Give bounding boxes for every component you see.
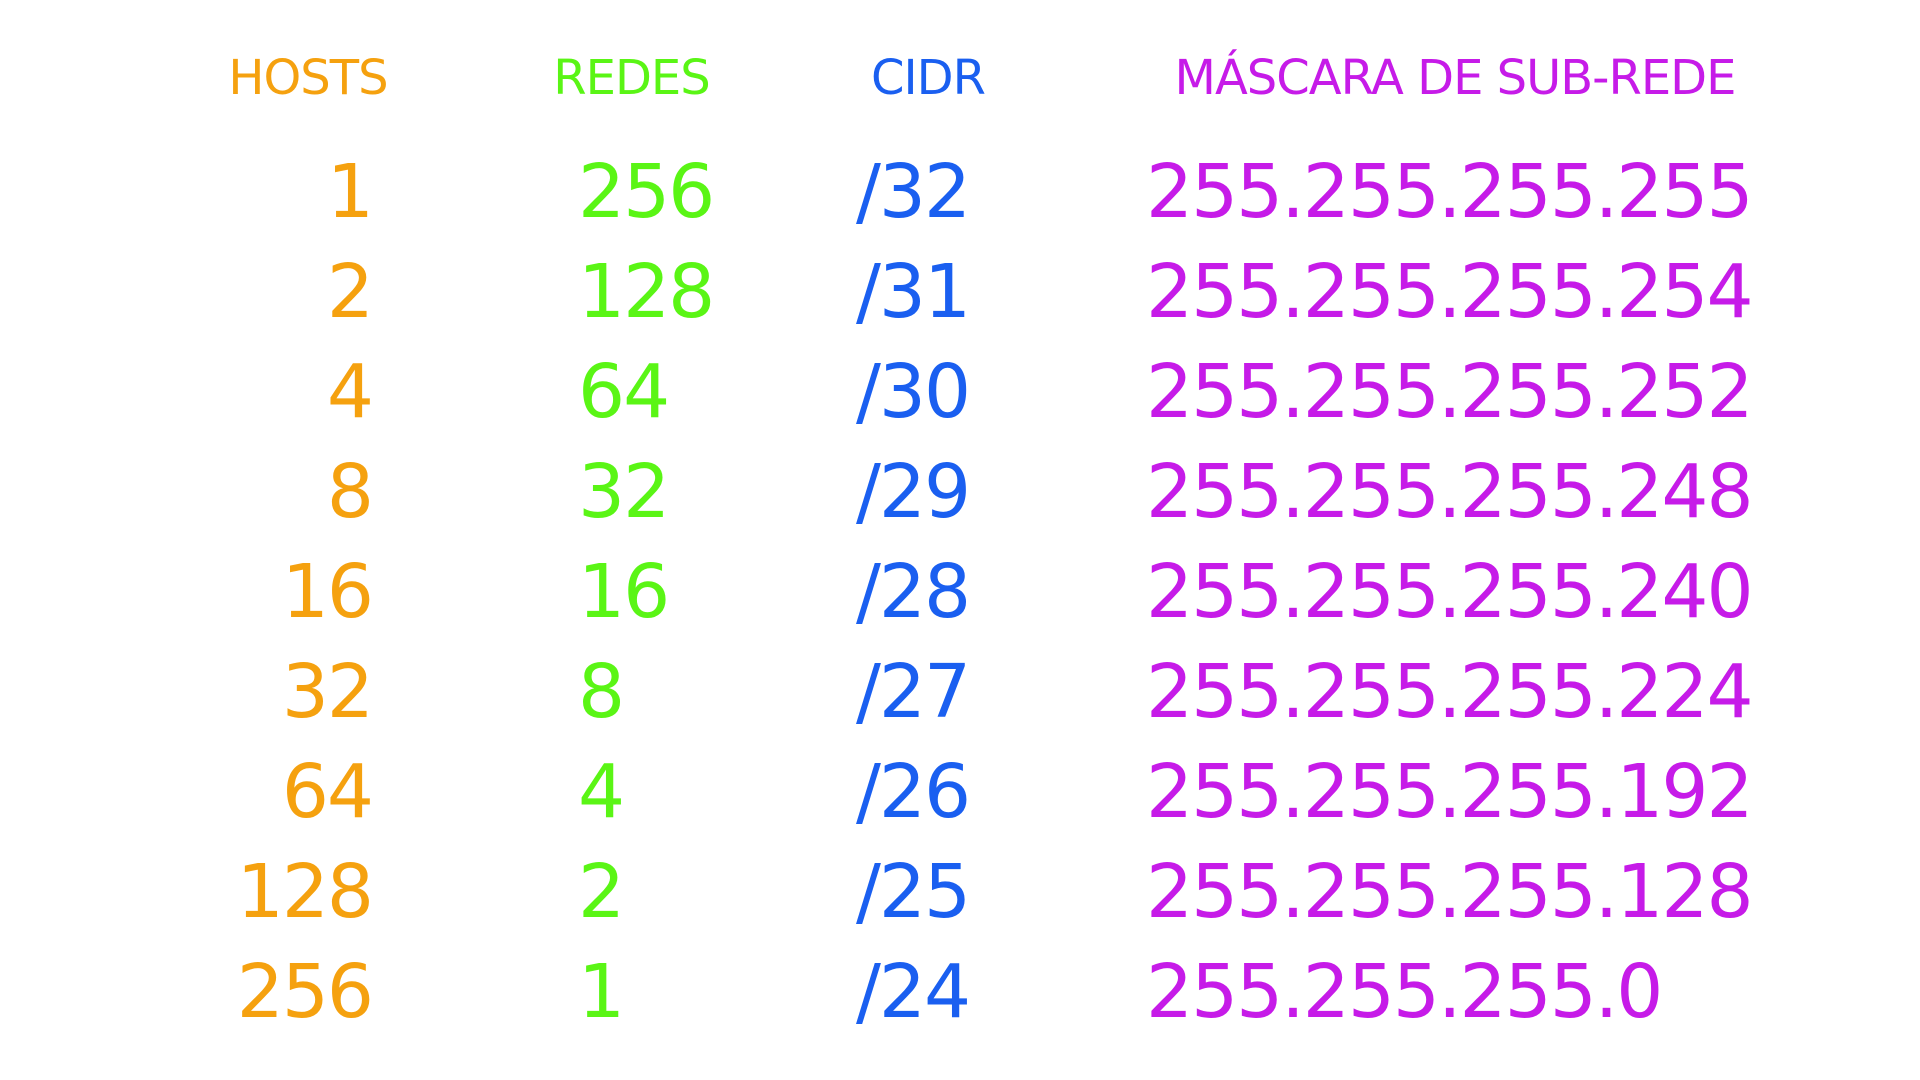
redes-cell: 16 — [578, 549, 670, 635]
hosts-cell: 32 — [281, 649, 374, 735]
mask-cell: 255.255.255.248 — [1146, 449, 1754, 535]
redes-cell: 8 — [578, 649, 625, 735]
mask-cell: 255.255.255.254 — [1146, 249, 1754, 335]
cidr-cell: /26 — [856, 749, 971, 835]
redes-cell: 4 — [578, 749, 625, 835]
hosts-cell: 1 — [326, 149, 374, 235]
redes-cell: 32 — [578, 449, 670, 535]
hosts-cell: 16 — [281, 549, 374, 635]
mask-cell: 255.255.255.224 — [1146, 649, 1754, 735]
cidr-cell: /32 — [856, 149, 971, 235]
mask-cell: 255.255.255.255 — [1146, 149, 1754, 235]
cidr-cell: /29 — [856, 449, 971, 535]
cidr-cell: /30 — [856, 349, 971, 435]
redes-cell: 1 — [578, 949, 625, 1035]
hosts-cell: 64 — [281, 749, 374, 835]
cidr-cell: /28 — [856, 549, 971, 635]
redes-cell: 64 — [578, 349, 670, 435]
cidr-cell: /27 — [856, 649, 971, 735]
header-hosts: HOSTS — [228, 50, 388, 106]
mask-cell: 255.255.255.0 — [1146, 949, 1663, 1035]
table-row: 2 128 /31 255.255.255.254 — [0, 242, 1920, 342]
table-row: 16 16 /28 255.255.255.240 — [0, 542, 1920, 642]
hosts-cell: 4 — [326, 349, 374, 435]
hosts-cell: 2 — [326, 249, 374, 335]
cidr-cell: /25 — [856, 849, 971, 935]
redes-cell: 256 — [578, 149, 715, 235]
cidr-cell: /24 — [856, 949, 971, 1035]
mask-cell: 255.255.255.252 — [1146, 349, 1754, 435]
mask-cell: 255.255.255.192 — [1146, 749, 1754, 835]
header-redes: REDES — [553, 50, 710, 106]
table-row: 4 64 /30 255.255.255.252 — [0, 342, 1920, 442]
mask-cell: 255.255.255.128 — [1146, 849, 1754, 935]
table-row: 1 256 /32 255.255.255.255 — [0, 142, 1920, 242]
redes-cell: 2 — [578, 849, 625, 935]
table-row: 32 8 /27 255.255.255.224 — [0, 642, 1920, 742]
cidr-cell: /31 — [856, 249, 971, 335]
hosts-cell: 256 — [236, 949, 374, 1035]
table-row: 128 2 /25 255.255.255.128 — [0, 842, 1920, 942]
table-row: 64 4 /26 255.255.255.192 — [0, 742, 1920, 842]
table-row: 8 32 /29 255.255.255.248 — [0, 442, 1920, 542]
hosts-cell: 128 — [236, 849, 374, 935]
header-cidr: CIDR — [871, 50, 986, 106]
header-mask: MÁSCARA DE SUB-REDE — [1174, 50, 1737, 106]
mask-cell: 255.255.255.240 — [1146, 549, 1754, 635]
redes-cell: 128 — [578, 249, 715, 335]
table-row: 256 1 /24 255.255.255.0 — [0, 942, 1920, 1042]
hosts-cell: 8 — [326, 449, 374, 535]
